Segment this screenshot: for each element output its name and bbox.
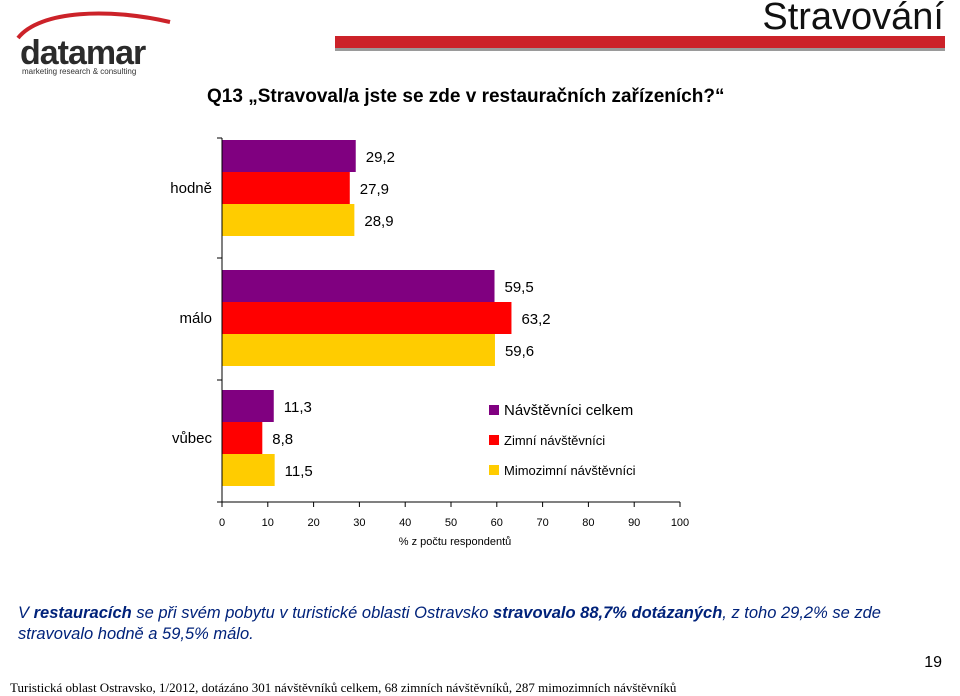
x-tick-label: 20 [307, 517, 319, 529]
bar [222, 172, 350, 204]
question-title: Q13 „Stravoval/a jste se zde v restaurač… [207, 86, 725, 107]
x-tick-label: 60 [491, 517, 503, 529]
x-tick-label: 0 [219, 517, 225, 529]
data-label: 28,9 [364, 213, 393, 230]
bar [222, 270, 495, 302]
x-axis-title: % z počtu respondentů [399, 536, 512, 548]
header-red-bar [335, 36, 945, 48]
legend-label: Mimozimní návštěvníci [504, 463, 636, 478]
page-title: Stravování [762, 0, 944, 38]
summary-bold-1: restauracích [33, 604, 132, 622]
legend-label: Návštěvníci celkem [504, 402, 633, 419]
x-tick-label: 80 [582, 517, 594, 529]
data-label: 63,2 [521, 311, 550, 328]
bar [222, 390, 274, 422]
x-axis: hodně málo vůbec 0 10 20 30 40 50 60 70 80 90 100 % z … [170, 137, 689, 548]
x-tick-label: 40 [399, 517, 411, 529]
legend-swatch [489, 405, 499, 415]
footer-note: Turistická oblast Ostravsko, 1/2012, dot… [10, 680, 677, 695]
bar [222, 454, 275, 486]
x-tick-label: 10 [262, 517, 274, 529]
plot-area: 29,2 27,9 28,9 59,5 63,2 59,6 11,3 8,8 11,5 [222, 140, 551, 486]
summary-part-3: , z toho 29,2% se zde stravovalo hodně a… [18, 604, 881, 643]
bar-chart: 29,2 27,9 28,9 59,5 63,2 59,6 11,3 8,8 11,5 hodn… [170, 137, 689, 548]
x-tick-label: 30 [353, 517, 365, 529]
data-label: 11,5 [285, 463, 313, 480]
legend-swatch [489, 465, 499, 475]
header-decor [16, 11, 945, 51]
x-tick-label: 100 [671, 517, 689, 529]
x-tick-label: 50 [445, 517, 457, 529]
bar [222, 140, 356, 172]
bar [222, 334, 495, 366]
bar [222, 422, 263, 454]
category-label: vůbec [172, 430, 213, 447]
category-label: hodně [170, 180, 212, 197]
logo: datamar [20, 34, 146, 72]
x-tick-label: 70 [536, 517, 548, 529]
summary-bold-2: stravovalo 88,7% dotázaných [493, 604, 723, 622]
x-tick-label: 90 [628, 517, 640, 529]
summary-part-2: se při svém pobytu v turistické oblasti … [131, 604, 494, 622]
logo-swoosh [16, 11, 171, 40]
logo-tagline: marketing research & consulting [22, 67, 137, 76]
summary-part-1: V [18, 604, 34, 622]
bar [222, 302, 512, 334]
data-label: 8,8 [272, 431, 293, 448]
header-grey-bar [335, 48, 945, 51]
summary-text: V restauracích se při svém pobytu v turi… [18, 603, 938, 645]
legend-label: Zimní návštěvníci [504, 433, 605, 448]
legend-swatch [489, 435, 499, 445]
legend: Návštěvníci celkem Zimní návštěvníci Mimoz… [489, 402, 636, 478]
category-label: málo [179, 310, 212, 327]
data-label: 59,6 [505, 343, 534, 360]
data-label: 59,5 [505, 279, 534, 296]
page-number: 19 [924, 654, 942, 671]
data-label: 27,9 [360, 181, 389, 198]
data-label: 11,3 [284, 399, 312, 416]
bar [222, 204, 355, 236]
data-label: 29,2 [366, 149, 395, 166]
